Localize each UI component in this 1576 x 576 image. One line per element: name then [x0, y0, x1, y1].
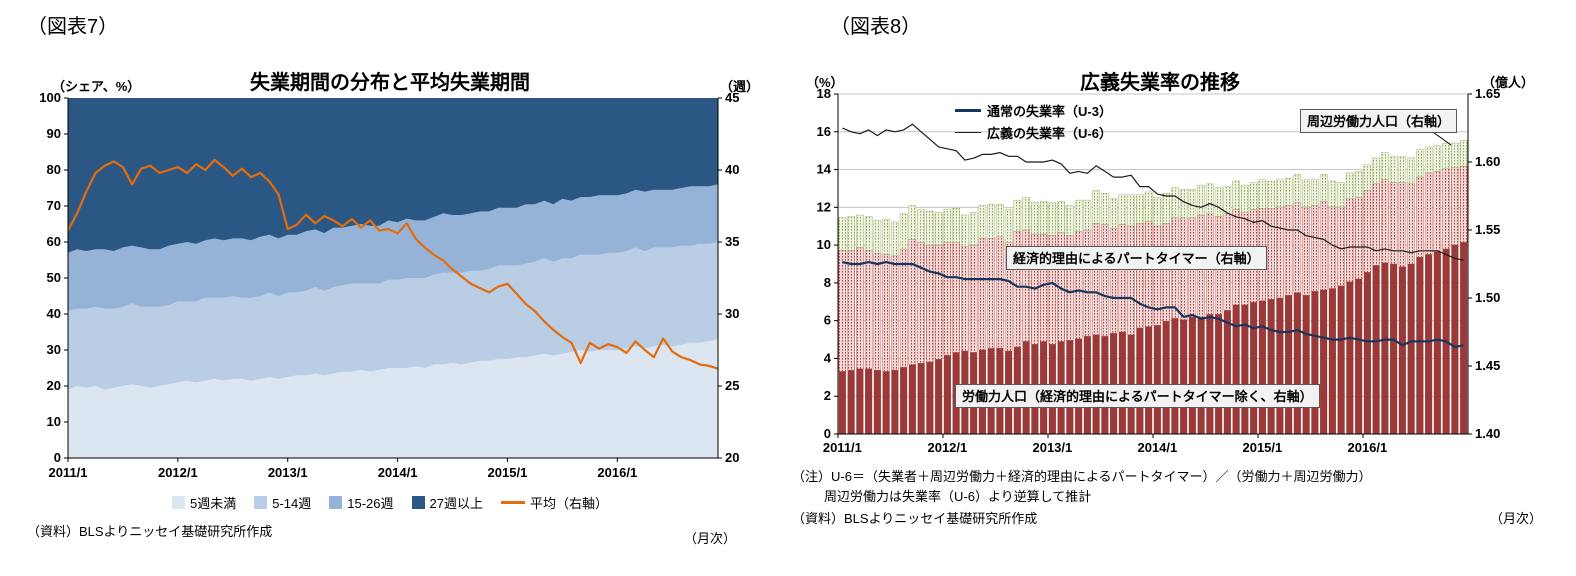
fig7-legend: 5週未満 5-14週 15-26週 27週以上 平均（右軸） [20, 493, 760, 512]
fig8-source: （資料）BLSよりニッセイ基礎研究所作成 [792, 511, 1038, 526]
under-5-weeks-swatch [172, 496, 185, 509]
legend-label: 平均（右軸） [529, 496, 608, 511]
fig8-right-axis-unit-label: （億人） [1482, 75, 1535, 90]
fig8-label: （図表8） [830, 16, 922, 38]
legend-item-5-14-weeks: 5-14週 [254, 493, 311, 512]
svg-text:2013/1: 2013/1 [268, 465, 308, 480]
fig8-left-axis-unit-label: （%） [806, 75, 844, 90]
average-line-swatch [500, 501, 525, 504]
svg-text:6: 6 [824, 313, 831, 328]
annotation-part-time-economic: 経済的理由によるパートタイマー（右軸） [1006, 246, 1267, 270]
svg-text:25: 25 [725, 378, 739, 393]
legend-item-over-27-weeks: 27週以上 [411, 493, 483, 512]
fig7-title: 失業期間の分布と平均失業期間 [250, 72, 530, 94]
fig7-right-axis-unit-label: （週） [720, 79, 760, 94]
svg-text:1.55: 1.55 [1475, 222, 1500, 237]
fig7-source: （資料）BLSよりニッセイ基礎研究所作成 [27, 524, 273, 539]
legend-label: 広義の失業率（U-6） [987, 126, 1112, 141]
over-27-weeks-swatch [411, 496, 425, 509]
svg-text:12: 12 [817, 199, 831, 214]
svg-text:10: 10 [817, 237, 831, 252]
svg-text:18: 18 [817, 88, 831, 101]
svg-text:1.45: 1.45 [1475, 358, 1500, 373]
legend-item-u6-rate: 広義の失業率（U-6） [955, 123, 1112, 142]
legend-label: 5-14週 [272, 496, 312, 511]
svg-text:40: 40 [47, 306, 61, 321]
u3-line-swatch [955, 109, 981, 112]
fig7-frequency-note: （月次） [684, 531, 737, 546]
15-26-weeks-swatch [329, 496, 343, 509]
5-14-weeks-swatch [254, 496, 268, 509]
svg-text:30: 30 [725, 306, 739, 321]
svg-text:2016/1: 2016/1 [1347, 440, 1387, 455]
fig7-plot: 0 10 20 30 40 50 60 70 80 90 100 20 25 30 35 40 45 2011/1… [39, 92, 739, 480]
fig8-plot: 0 2 4 6 8 10 12 14 16 18 1.40 1.45 1.50 1.55 1.60 1.65 2… [817, 88, 1501, 455]
svg-text:2013/1: 2013/1 [1032, 440, 1072, 455]
legend-item-average: 平均（右軸） [500, 493, 608, 512]
svg-text:1.65: 1.65 [1475, 88, 1500, 101]
svg-text:20: 20 [725, 450, 739, 465]
svg-text:50: 50 [47, 270, 61, 285]
fig8-note-1: （注）U-6＝（失業者＋周辺労働力＋経済的理由によるパートタイマー）／（労働力＋… [792, 469, 1372, 484]
legend-item-15-26-weeks: 15-26週 [329, 493, 394, 512]
svg-text:2016/1: 2016/1 [597, 465, 637, 480]
svg-text:60: 60 [47, 234, 61, 249]
legend-label: 5週未満 [190, 496, 237, 511]
svg-text:2015/1: 2015/1 [1242, 440, 1282, 455]
svg-text:14: 14 [817, 162, 832, 177]
legend-label: 通常の失業率（U-3） [987, 104, 1112, 119]
svg-text:2012/1: 2012/1 [158, 465, 198, 480]
fig8-title: 広義失業率の推移 [1080, 72, 1240, 94]
annotation-marginal-labor-force: 周辺労働力人口（右軸） [1300, 109, 1458, 133]
svg-text:8: 8 [824, 275, 831, 290]
svg-text:2014/1: 2014/1 [378, 465, 418, 480]
svg-text:20: 20 [47, 378, 61, 393]
svg-text:70: 70 [47, 198, 61, 213]
svg-text:2: 2 [824, 388, 831, 403]
svg-text:1.40: 1.40 [1475, 426, 1500, 441]
legend-item-under-5-weeks: 5週未満 [172, 493, 236, 512]
svg-text:0: 0 [824, 426, 831, 441]
fig7-label: （図表7） [27, 16, 119, 38]
legend-item-u3-rate: 通常の失業率（U-3） [955, 101, 1112, 120]
svg-text:2011/1: 2011/1 [823, 440, 862, 455]
svg-text:100: 100 [39, 92, 61, 105]
svg-text:4: 4 [824, 350, 832, 365]
legend-label: 27週以上 [429, 496, 483, 511]
legend-label: 15-26週 [347, 496, 394, 511]
svg-text:2014/1: 2014/1 [1137, 440, 1177, 455]
svg-text:1.60: 1.60 [1475, 154, 1500, 169]
fig8-note-2: 周辺労働力は失業率（U-6）より逆算して推計 [824, 489, 1092, 504]
fig7-left-axis-unit-label: （シェア、%） [52, 79, 141, 94]
svg-text:2015/1: 2015/1 [488, 465, 528, 480]
svg-text:30: 30 [47, 342, 61, 357]
svg-text:2012/1: 2012/1 [927, 440, 967, 455]
svg-text:1.50: 1.50 [1475, 290, 1500, 305]
svg-text:10: 10 [47, 414, 61, 429]
annotation-labor-force: 労働力人口（経済的理由によるパートタイマー除く、右軸） [955, 384, 1320, 408]
u6-line-swatch [955, 132, 981, 133]
svg-text:80: 80 [47, 162, 61, 177]
svg-text:40: 40 [725, 162, 739, 177]
svg-text:0: 0 [54, 450, 61, 465]
svg-text:35: 35 [725, 234, 739, 249]
svg-text:2011/1: 2011/1 [48, 465, 87, 480]
fig8-frequency-note: （月次） [1490, 511, 1543, 526]
svg-text:16: 16 [817, 124, 831, 139]
svg-text:45: 45 [725, 92, 739, 105]
svg-text:90: 90 [47, 126, 61, 141]
